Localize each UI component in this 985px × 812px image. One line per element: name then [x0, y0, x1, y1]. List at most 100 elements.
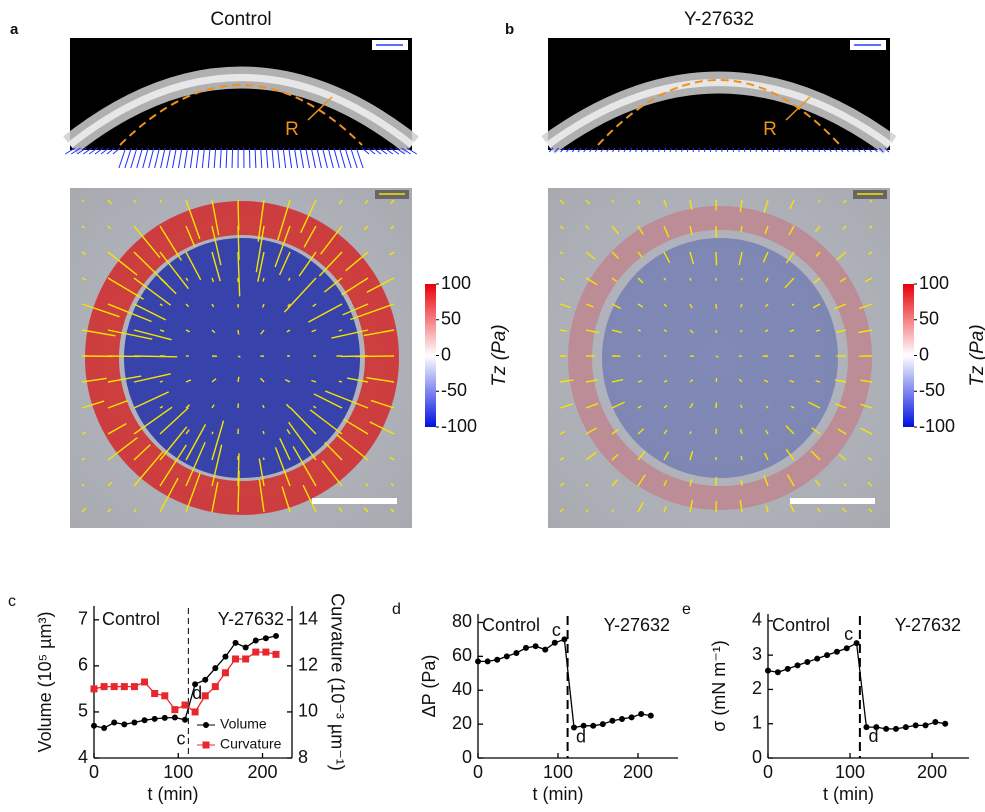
traction-vector — [789, 379, 795, 383]
traction-arrow — [884, 147, 890, 153]
traction-vector — [302, 484, 317, 513]
data-point — [513, 649, 520, 656]
traction-vector — [257, 251, 265, 282]
traction-vector — [763, 474, 769, 487]
traction-vector — [81, 225, 85, 229]
traction-arrow — [260, 147, 263, 169]
data-point — [252, 637, 259, 644]
traction-vector — [185, 225, 196, 247]
annotation: Y-27632 — [604, 615, 670, 635]
traction-arrow — [148, 147, 155, 169]
traction-arrow — [372, 147, 382, 155]
traction-vector — [274, 225, 291, 268]
traction-vector — [159, 426, 188, 461]
traction-vector — [842, 225, 847, 230]
traction-arrow — [652, 147, 655, 153]
traction-vector — [298, 251, 317, 277]
traction-arrow — [658, 147, 661, 153]
negative-core — [602, 238, 838, 478]
data-point — [171, 706, 179, 714]
traction-vector — [739, 404, 743, 409]
data-point — [262, 635, 269, 642]
traction-vector — [159, 199, 163, 204]
traction-vector — [366, 376, 395, 383]
traction-arrow — [112, 147, 121, 155]
y-tick-label: 20 — [452, 713, 472, 733]
data-point — [638, 710, 645, 717]
traction-vector — [585, 303, 594, 308]
traction-vector — [663, 329, 668, 333]
traction-vector — [390, 199, 395, 205]
side-view-image — [70, 38, 412, 150]
x-tick-label: 0 — [763, 762, 773, 782]
traction-vector — [107, 251, 138, 276]
traction-vector — [185, 404, 191, 409]
traction-vector — [324, 390, 369, 409]
traction-vector — [390, 483, 395, 487]
y2-tick-label: 8 — [298, 747, 308, 767]
traction-arrow — [867, 147, 872, 153]
traction-arrow — [288, 147, 293, 169]
data-point — [475, 658, 481, 665]
traction-arrow — [94, 147, 104, 155]
traction-vector — [860, 379, 873, 383]
traction-vector — [637, 251, 643, 258]
traction-vector — [764, 225, 769, 235]
y-tick-label: 4 — [78, 747, 88, 767]
traction-arrow — [606, 147, 610, 153]
legend-label: Curvature — [220, 736, 282, 752]
data-point — [151, 715, 158, 722]
traction-arrow — [811, 147, 815, 153]
traction-arrow — [361, 147, 370, 155]
traction-arrow — [675, 147, 678, 153]
data-point — [222, 653, 229, 660]
traction-vector — [611, 303, 621, 309]
data-point — [843, 645, 850, 652]
legend-marker — [202, 741, 210, 749]
traction-vector — [559, 251, 564, 255]
traction-arrow — [692, 147, 695, 153]
data-point — [212, 665, 219, 672]
panel-letter: b — [505, 21, 514, 38]
traction-vector — [309, 409, 343, 435]
traction-vector — [185, 303, 190, 308]
data-point — [932, 719, 939, 725]
traction-vector — [363, 507, 369, 513]
traction-vector — [81, 400, 105, 409]
data-point — [590, 722, 597, 729]
traction-vector — [663, 451, 670, 461]
data-point — [262, 648, 270, 656]
panel-letter: a — [10, 21, 19, 38]
data-point — [191, 708, 199, 716]
traction-vector — [813, 277, 821, 284]
traction-vector — [689, 431, 692, 435]
traction-vector — [834, 403, 847, 409]
traction-arrow — [600, 147, 605, 153]
traction-vector — [738, 251, 743, 266]
traction-vector — [663, 251, 671, 264]
traction-vector — [308, 303, 343, 323]
data-point — [252, 648, 260, 656]
traction-vector — [559, 508, 564, 513]
data-point — [202, 676, 209, 683]
traction-vector — [366, 277, 395, 293]
traction-vector — [211, 329, 216, 334]
data-point — [484, 658, 491, 665]
traction-vector — [811, 427, 821, 435]
traction-vector — [637, 474, 646, 487]
scale-bar — [790, 498, 875, 504]
traction-vector — [133, 355, 178, 358]
traction-vector — [211, 482, 219, 513]
traction-vector — [788, 225, 795, 236]
traction-vector — [81, 251, 87, 256]
colorbar — [903, 284, 914, 427]
traction-vector — [277, 199, 291, 241]
traction-arrow — [100, 147, 110, 155]
traction-arrow — [350, 147, 358, 169]
traction-vector — [311, 329, 317, 333]
traction-vector — [663, 379, 668, 383]
traction-vector — [814, 225, 821, 233]
traction-arrow — [612, 147, 616, 153]
traction-vector — [762, 251, 769, 263]
